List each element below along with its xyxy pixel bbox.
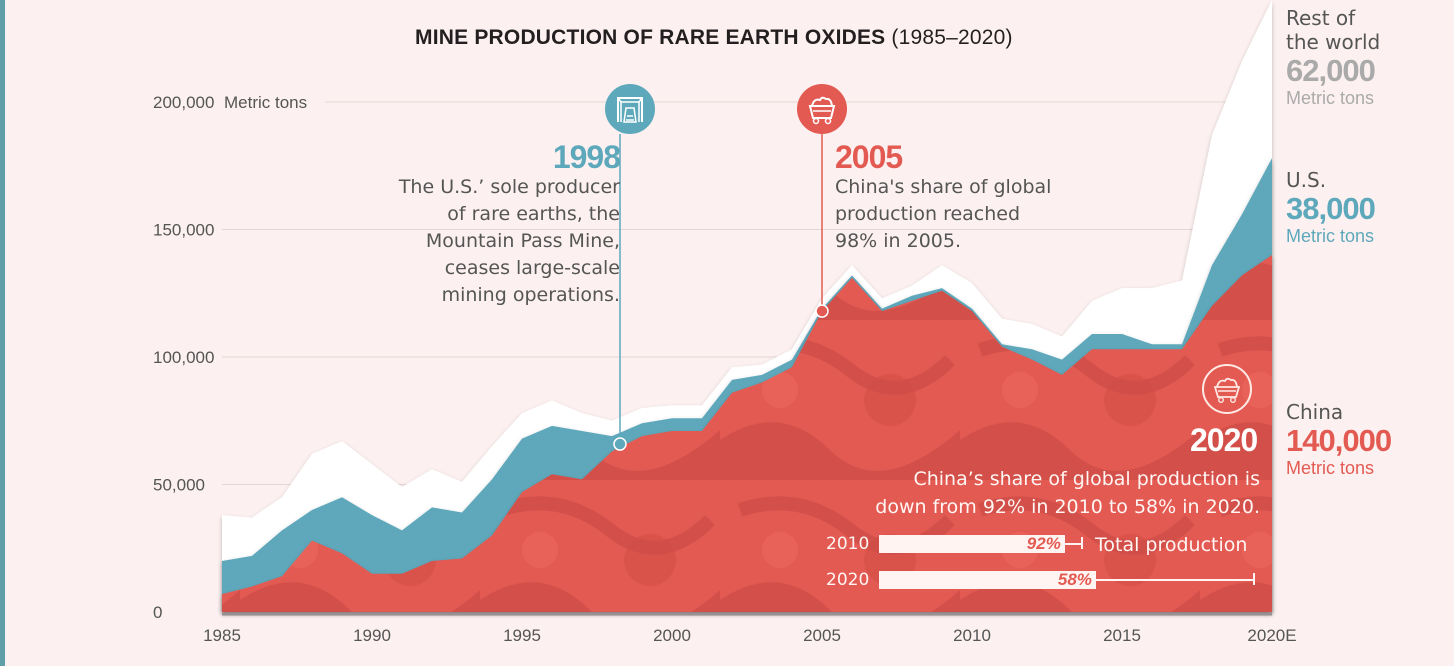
annotation-1998: 1998 The U.S.’ sole producer of rare ear… (340, 139, 621, 309)
legend-name: the world (1286, 30, 1381, 54)
x-tick-label: 2020E (1247, 626, 1296, 645)
y-tick-label: 50,000 (153, 476, 205, 495)
chart-title: MINE PRODUCTION OF RARE EARTH OXIDES (198… (415, 26, 1013, 50)
annotation-1998-year: 1998 (552, 139, 621, 175)
legend-us: U.S. 38,000 Metric tons (1286, 168, 1376, 246)
x-tick-label: 1985 (203, 626, 241, 645)
mine-tunnel-icon (605, 84, 655, 134)
annotation-2005-year: 2005 (835, 139, 903, 175)
legend-china: China 140,000 Metric tons (1286, 400, 1392, 478)
x-tick-label: 2005 (803, 626, 841, 645)
ore-cart-icon (1202, 364, 1252, 414)
legend-name: Rest of (1286, 6, 1356, 30)
legend-unit: Metric tons (1286, 226, 1375, 246)
total-production-cap (1253, 573, 1255, 585)
total-production-label: Total production (1095, 534, 1248, 556)
legend-unit: Metric tons (1286, 88, 1375, 108)
area-china (222, 255, 1272, 612)
share-bar-row-2020: 2020 58% (826, 569, 1266, 591)
y-tick-label: 0 (153, 603, 162, 622)
annotation-markers (613, 134, 829, 451)
share-bar-year: 2010 (826, 534, 870, 554)
legend-value: 140,000 (1286, 423, 1392, 458)
x-tick-label: 2010 (953, 626, 991, 645)
annotation-2005: 2005 China's share of global production … (835, 140, 1135, 255)
axes: 0 50,000 100,000 150,000 200,000 Metric tons 1… (153, 93, 1297, 645)
legend-value: 38,000 (1286, 191, 1376, 226)
ore-cart-icon (797, 84, 847, 134)
annotation-2020-line: down from 92% in 2010 to 58% in 2020. (875, 496, 1260, 518)
annotation-2005-line: China's share of global (835, 176, 1052, 198)
annotation-2020-year: 2020 (1190, 422, 1258, 458)
annotation-1998-line: ceases large-scale (444, 257, 620, 279)
share-bar: 58% (879, 571, 1096, 589)
x-tick-label: 1995 (503, 626, 541, 645)
x-tick-label: 2015 (1103, 626, 1141, 645)
share-bar: 92% (879, 535, 1065, 553)
stacked-areas (222, 0, 1272, 612)
annotation-1998-line: of rare earths, the (447, 203, 620, 225)
y-tick-label: 150,000 (153, 221, 214, 240)
share-bar-row-2010: 2010 92% (826, 533, 1266, 555)
chart-title-main: MINE PRODUCTION OF RARE EARTH OXIDES (415, 26, 886, 49)
share-bar-label: 92% (1026, 534, 1061, 553)
legend-value: 62,000 (1286, 53, 1376, 88)
legend-unit: Metric tons (1286, 458, 1375, 478)
total-production-cap (1081, 537, 1083, 549)
legend-name: China (1286, 400, 1344, 424)
x-tick-label: 1990 (353, 626, 391, 645)
annotation-2020-line: China’s share of global production is (913, 468, 1260, 490)
annotation-2005-line: production reached (835, 203, 1021, 225)
y-axis-unit-label: Metric tons (224, 93, 307, 112)
annotation-2020-note: China’s share of global production is do… (860, 465, 1260, 521)
chart-title-range: (1985–2020) (891, 26, 1013, 49)
legend-name: U.S. (1286, 168, 1327, 192)
total-production-line (1064, 543, 1081, 545)
share-bar-label: 58% (1057, 570, 1092, 589)
y-tick-label: 100,000 (153, 348, 214, 367)
total-production-line (1095, 579, 1253, 581)
annotation-1998-line: mining operations. (441, 284, 620, 306)
annotation-1998-line: The U.S.’ sole producer (398, 176, 620, 198)
annotation-1998-point (613, 437, 627, 451)
y-tick-label: 200,000 (153, 93, 214, 112)
annotation-1998-line: Mountain Pass Mine, (425, 230, 620, 252)
annotation-2005-line: 98% in 2005. (835, 230, 962, 252)
annotation-2005-point (815, 304, 829, 318)
legend-rest-of-world: Rest of the world 62,000 Metric tons (1286, 6, 1380, 108)
share-bar-year: 2020 (826, 570, 870, 590)
left-edge-bar (0, 0, 5, 666)
x-tick-label: 2000 (653, 626, 691, 645)
